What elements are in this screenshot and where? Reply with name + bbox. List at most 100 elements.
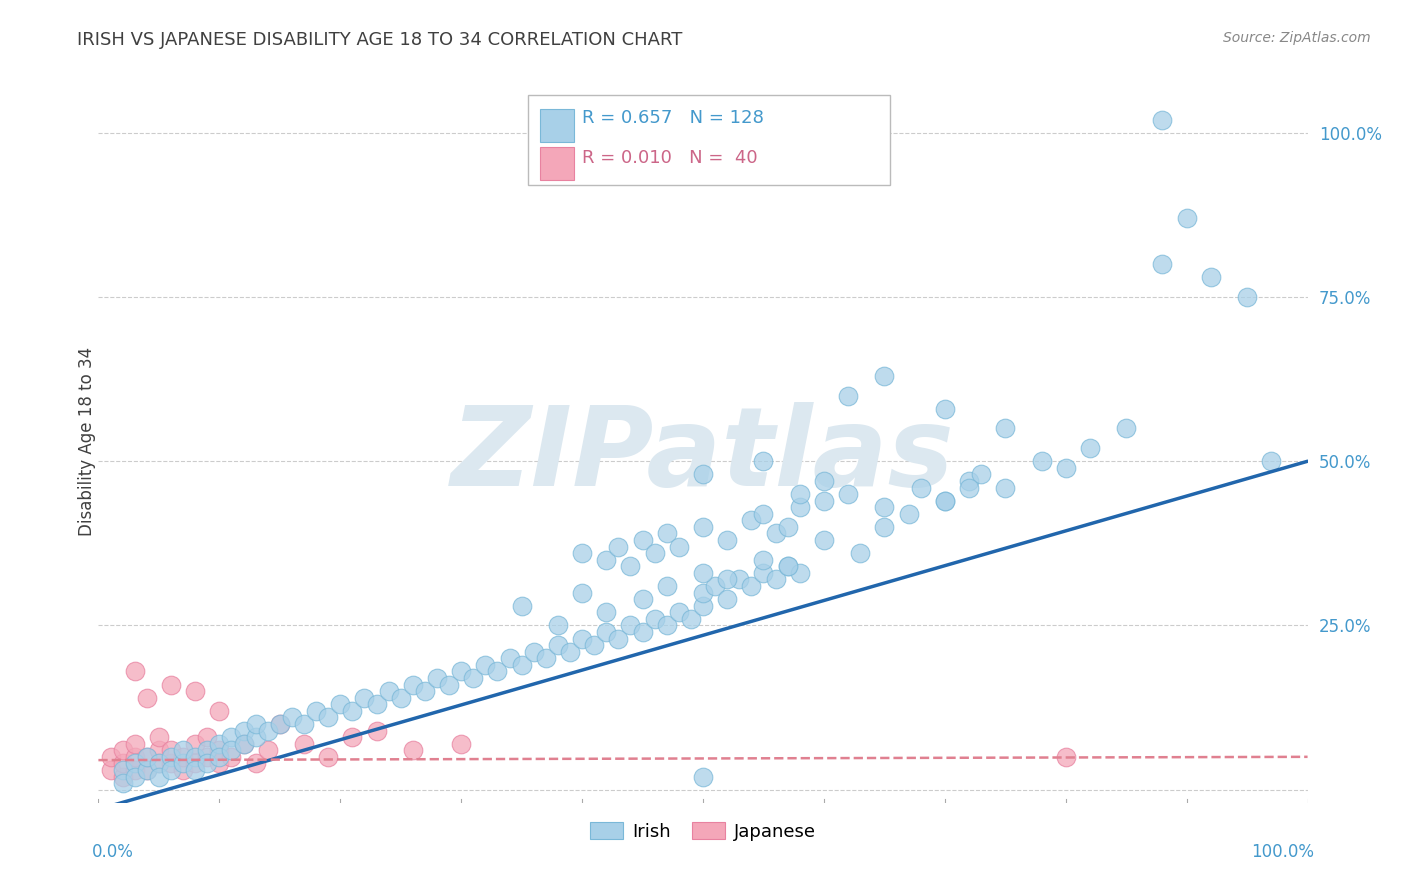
Point bbox=[342, 730, 364, 744]
Point bbox=[305, 704, 328, 718]
Point bbox=[668, 540, 690, 554]
Point bbox=[728, 573, 751, 587]
Point bbox=[765, 573, 787, 587]
Point bbox=[607, 540, 630, 554]
Point bbox=[329, 698, 352, 712]
Point bbox=[135, 749, 157, 764]
Point bbox=[571, 585, 593, 599]
Point bbox=[195, 756, 218, 771]
Point bbox=[644, 546, 666, 560]
Point bbox=[160, 756, 183, 771]
Point bbox=[692, 520, 714, 534]
Point bbox=[534, 651, 557, 665]
Point bbox=[813, 474, 835, 488]
Text: R = 0.657   N = 128: R = 0.657 N = 128 bbox=[582, 109, 763, 128]
Point bbox=[994, 421, 1017, 435]
Point bbox=[740, 513, 762, 527]
Point bbox=[668, 605, 690, 619]
Point bbox=[450, 665, 472, 679]
Point bbox=[160, 749, 183, 764]
Point bbox=[292, 737, 315, 751]
Point bbox=[752, 454, 775, 468]
Point bbox=[135, 763, 157, 777]
Point bbox=[849, 546, 872, 560]
Y-axis label: Disability Age 18 to 34: Disability Age 18 to 34 bbox=[79, 347, 96, 536]
Point bbox=[245, 730, 267, 744]
Point bbox=[184, 749, 207, 764]
Point bbox=[789, 566, 811, 580]
Point bbox=[1199, 270, 1222, 285]
Point bbox=[716, 533, 738, 547]
Point bbox=[752, 553, 775, 567]
Point bbox=[655, 526, 678, 541]
Point bbox=[595, 553, 617, 567]
Point bbox=[765, 526, 787, 541]
Point bbox=[957, 481, 980, 495]
Point bbox=[232, 737, 254, 751]
Point bbox=[813, 493, 835, 508]
Point bbox=[342, 704, 364, 718]
Point bbox=[148, 756, 170, 771]
Point bbox=[607, 632, 630, 646]
Point bbox=[498, 651, 520, 665]
Point bbox=[184, 737, 207, 751]
Point bbox=[716, 573, 738, 587]
Point bbox=[619, 618, 641, 632]
Point bbox=[245, 756, 267, 771]
Point bbox=[135, 690, 157, 705]
Point bbox=[776, 520, 799, 534]
Point bbox=[873, 368, 896, 383]
Point bbox=[523, 645, 546, 659]
Point bbox=[124, 749, 146, 764]
Point bbox=[208, 756, 231, 771]
Point bbox=[160, 763, 183, 777]
Point bbox=[1054, 460, 1077, 475]
Point bbox=[426, 671, 449, 685]
Point bbox=[692, 599, 714, 613]
Legend: Irish, Japanese: Irish, Japanese bbox=[583, 815, 823, 848]
Point bbox=[184, 756, 207, 771]
Point bbox=[256, 743, 278, 757]
Point bbox=[124, 756, 146, 771]
Point bbox=[583, 638, 606, 652]
Point bbox=[402, 677, 425, 691]
Point bbox=[148, 743, 170, 757]
Text: Source: ZipAtlas.com: Source: ZipAtlas.com bbox=[1223, 31, 1371, 45]
Point bbox=[474, 657, 496, 672]
Point bbox=[100, 749, 122, 764]
Point bbox=[558, 645, 581, 659]
Point bbox=[184, 684, 207, 698]
Point bbox=[631, 625, 654, 640]
Point bbox=[172, 743, 194, 757]
Point bbox=[1031, 454, 1053, 468]
Point bbox=[910, 481, 932, 495]
Point bbox=[148, 770, 170, 784]
Point bbox=[232, 723, 254, 738]
Point bbox=[1152, 257, 1174, 271]
Text: ZIPatlas: ZIPatlas bbox=[451, 402, 955, 509]
Point bbox=[1054, 749, 1077, 764]
Point bbox=[292, 717, 315, 731]
FancyBboxPatch shape bbox=[527, 95, 890, 185]
Point bbox=[208, 704, 231, 718]
Point bbox=[221, 743, 243, 757]
Point bbox=[124, 665, 146, 679]
Point bbox=[692, 770, 714, 784]
Point bbox=[631, 592, 654, 607]
Point bbox=[111, 776, 134, 790]
Point bbox=[316, 710, 339, 724]
Point bbox=[195, 730, 218, 744]
Point bbox=[100, 763, 122, 777]
Point bbox=[172, 756, 194, 771]
Point bbox=[1236, 290, 1258, 304]
Text: 100.0%: 100.0% bbox=[1250, 843, 1313, 861]
Point bbox=[789, 500, 811, 515]
Point bbox=[353, 690, 375, 705]
Point bbox=[450, 737, 472, 751]
Point bbox=[221, 730, 243, 744]
Point bbox=[571, 632, 593, 646]
Point bbox=[269, 717, 291, 731]
Point bbox=[148, 730, 170, 744]
Point bbox=[934, 493, 956, 508]
Point bbox=[111, 743, 134, 757]
